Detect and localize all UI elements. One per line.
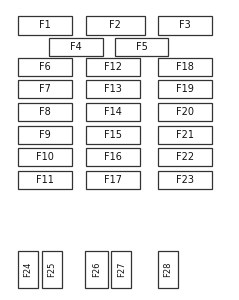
Text: F9: F9 <box>39 130 51 140</box>
Bar <box>49 38 103 56</box>
Text: F4: F4 <box>70 42 82 52</box>
Text: F18: F18 <box>176 61 194 72</box>
Text: F15: F15 <box>104 130 122 140</box>
Bar <box>18 103 72 121</box>
Bar <box>158 58 212 76</box>
Text: F27: F27 <box>117 262 126 277</box>
Text: F8: F8 <box>39 107 51 117</box>
Bar <box>86 171 140 189</box>
Bar <box>18 80 72 98</box>
Bar <box>86 125 140 143</box>
Text: F1: F1 <box>39 20 51 31</box>
Bar <box>18 125 72 143</box>
Text: F3: F3 <box>179 20 190 31</box>
Bar <box>158 171 212 189</box>
Bar <box>85 250 108 288</box>
Bar <box>18 250 38 288</box>
Text: F19: F19 <box>176 84 194 94</box>
Bar <box>86 148 140 166</box>
Text: F11: F11 <box>36 175 54 185</box>
Bar <box>158 250 178 288</box>
Bar <box>158 80 212 98</box>
Text: F23: F23 <box>176 175 194 185</box>
Bar <box>115 38 168 56</box>
Bar <box>42 250 62 288</box>
Text: F10: F10 <box>36 152 54 162</box>
Text: F5: F5 <box>136 42 147 52</box>
Bar <box>18 58 72 76</box>
Text: F21: F21 <box>176 130 194 140</box>
Text: F25: F25 <box>48 262 56 277</box>
Bar <box>86 103 140 121</box>
Text: F22: F22 <box>176 152 194 162</box>
Bar <box>18 16 72 34</box>
Bar <box>158 103 212 121</box>
Text: F17: F17 <box>104 175 122 185</box>
Bar <box>158 125 212 143</box>
Bar <box>158 148 212 166</box>
Bar <box>158 16 212 34</box>
Text: F26: F26 <box>92 262 101 277</box>
Bar <box>86 16 145 34</box>
Bar <box>18 148 72 166</box>
Text: F6: F6 <box>39 61 51 72</box>
Text: F16: F16 <box>104 152 122 162</box>
Text: F28: F28 <box>163 262 172 277</box>
Text: F2: F2 <box>109 20 121 31</box>
Bar <box>18 171 72 189</box>
Text: F24: F24 <box>24 262 33 277</box>
Text: F12: F12 <box>104 61 122 72</box>
Bar <box>86 80 140 98</box>
Bar <box>86 58 140 76</box>
Bar <box>111 250 131 288</box>
Text: F20: F20 <box>176 107 194 117</box>
Text: F14: F14 <box>104 107 122 117</box>
Text: F7: F7 <box>39 84 51 94</box>
Text: F13: F13 <box>104 84 122 94</box>
